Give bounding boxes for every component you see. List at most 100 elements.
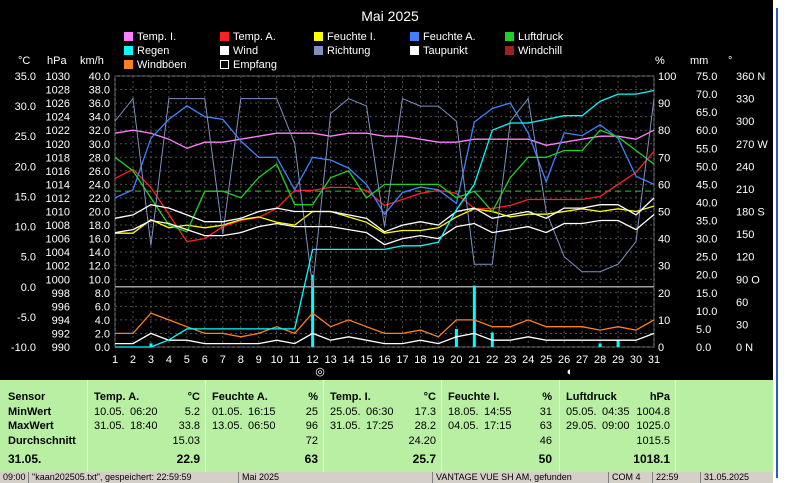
x-tick-label: 4 <box>166 354 172 366</box>
max-time: 17:25 <box>366 420 394 432</box>
tick-label: 300 <box>736 116 754 128</box>
x-tick-label: 30 <box>630 354 642 366</box>
weather-chart: Mai 2025 °C hPa km/h % mm ° 35.030.025.0… <box>11 8 768 378</box>
tick-label: 15.0 <box>15 191 36 203</box>
avg-value: 1015.5 <box>636 435 670 447</box>
tick-label: 360 N <box>736 71 765 83</box>
legend-label: Empfang <box>233 59 278 71</box>
tick-label: 80 <box>658 125 670 137</box>
tick-label: 0 <box>658 342 664 354</box>
rain-bar <box>149 343 153 347</box>
tick-label: 22.0 <box>89 193 110 205</box>
x-tick-label: 19 <box>432 354 444 366</box>
current-value: 22.9 <box>176 452 200 466</box>
tick-label: 18.0 <box>89 220 110 232</box>
legend-wind[interactable]: Wind <box>220 45 258 58</box>
tick-label: 15.0 <box>696 288 717 300</box>
x-tick-label: 1 <box>112 354 118 366</box>
legend-swatch <box>314 32 323 41</box>
tick-label: 26.0 <box>89 166 110 178</box>
col-unit: °C <box>187 391 200 403</box>
tick-label: 28.0 <box>89 152 110 164</box>
legend-windboen[interactable]: Windböen <box>124 59 187 72</box>
legend-luftdruck[interactable]: Luftdruck <box>505 31 563 44</box>
tick-label: 12.0 <box>89 261 110 273</box>
tick-label: 16.0 <box>89 234 110 246</box>
min-date: 05.05. <box>566 406 597 418</box>
tick-label: 6.0 <box>95 301 110 313</box>
legend-feuchte-i[interactable]: Feuchte I. <box>314 31 376 44</box>
tick-label: 1022 <box>46 125 70 137</box>
min-time: 04:35 <box>602 406 630 418</box>
tick-label: 20.0 <box>696 270 717 282</box>
tick-label: 992 <box>52 328 70 340</box>
series-line <box>115 312 655 338</box>
x-tick-label: 17 <box>396 354 408 366</box>
tick-label: 36.0 <box>89 98 110 110</box>
legend-temp-a[interactable]: Temp. A. <box>220 31 276 44</box>
col-unit: % <box>308 391 318 403</box>
separator <box>559 380 560 472</box>
tick-label: 1026 <box>46 98 70 110</box>
moon-symbol-full: ◎ <box>315 366 325 378</box>
avg-value: 24.20 <box>408 435 436 447</box>
col-unit: % <box>542 391 552 403</box>
label-maxwert: MaxWert <box>8 420 54 432</box>
series-line <box>114 214 655 246</box>
legend-swatch <box>124 60 133 69</box>
legend-label: Temp. A. <box>233 31 276 43</box>
col-feuchte-i: Feuchte I. % 18.05. 14:55 31 04.05. 17:1… <box>448 380 554 472</box>
legend-windchill[interactable]: Windchill <box>505 45 562 58</box>
legend-temp-i[interactable]: Temp. I. <box>124 31 176 44</box>
col-unit: hPa <box>649 391 670 403</box>
tick-label: 70.0 <box>696 89 717 101</box>
unit-temp: °C <box>18 55 30 67</box>
legend-label: Taupunkt <box>423 45 468 57</box>
tick-label: 990 <box>52 342 70 354</box>
tick-label: 30.0 <box>696 234 717 246</box>
separator <box>675 380 676 472</box>
max-date: 04.05. <box>448 420 479 432</box>
legend-feuchte-a[interactable]: Feuchte A. <box>410 31 476 44</box>
min-value: 31 <box>539 406 552 418</box>
tick-label: 8.0 <box>95 288 110 300</box>
legend-regen[interactable]: Regen <box>124 45 169 58</box>
legend-empfang[interactable]: Empfang <box>220 59 277 72</box>
unit-pct: % <box>655 55 665 67</box>
tick-label: 60.0 <box>696 125 717 137</box>
legend-swatch <box>505 46 514 55</box>
axis-ticks: 35.0 30.0 25.0 20.0 15.0 10.0 5.0 0.0 -5.0 -10.0 1… <box>11 71 768 354</box>
tick-label: 5.0 <box>696 324 711 336</box>
legend-label: Luftdruck <box>518 31 564 43</box>
label-sensor: Sensor <box>8 391 46 403</box>
x-tick-label: 2 <box>130 354 136 366</box>
max-time: 17:15 <box>484 420 512 432</box>
max-value: 1025.0 <box>636 420 670 432</box>
col-temp-a: Temp. A. °C 10.05. 06:20 5.2 31.05. 18:4… <box>94 380 202 472</box>
moon-symbol-half: ◐ <box>567 366 574 378</box>
col-title: Luftdruck <box>566 391 617 403</box>
tick-label: 25.0 <box>15 131 36 143</box>
tick-label: 20.0 <box>89 207 110 219</box>
series-line <box>115 332 655 345</box>
legend-label: Feuchte I. <box>327 31 376 43</box>
col-title: Feuchte A. <box>212 391 268 403</box>
max-time: 09:00 <box>602 420 630 432</box>
tick-label: 90 O <box>736 274 760 286</box>
tick-label: 10 <box>658 315 670 327</box>
series-line <box>115 89 655 348</box>
tick-label: 994 <box>52 315 70 327</box>
x-tick-label: 14 <box>342 354 354 366</box>
min-value: 5.2 <box>184 406 200 418</box>
legend-richtung[interactable]: Richtung <box>314 45 370 58</box>
tick-label: 5.0 <box>21 252 36 264</box>
tick-label: 24.0 <box>89 179 110 191</box>
legend-taupunkt[interactable]: Taupunkt <box>410 45 468 58</box>
x-tick-label: 29 <box>612 354 624 366</box>
x-tick-label: 7 <box>220 354 226 366</box>
status-bar: 09:00 "kaan202505.txt", gespeichert: 22:… <box>0 472 773 483</box>
tick-label: 35.0 <box>696 216 717 228</box>
unit-kmh: km/h <box>80 55 104 67</box>
x-tick-label: 9 <box>256 354 262 366</box>
tick-label: 38.0 <box>89 85 110 97</box>
